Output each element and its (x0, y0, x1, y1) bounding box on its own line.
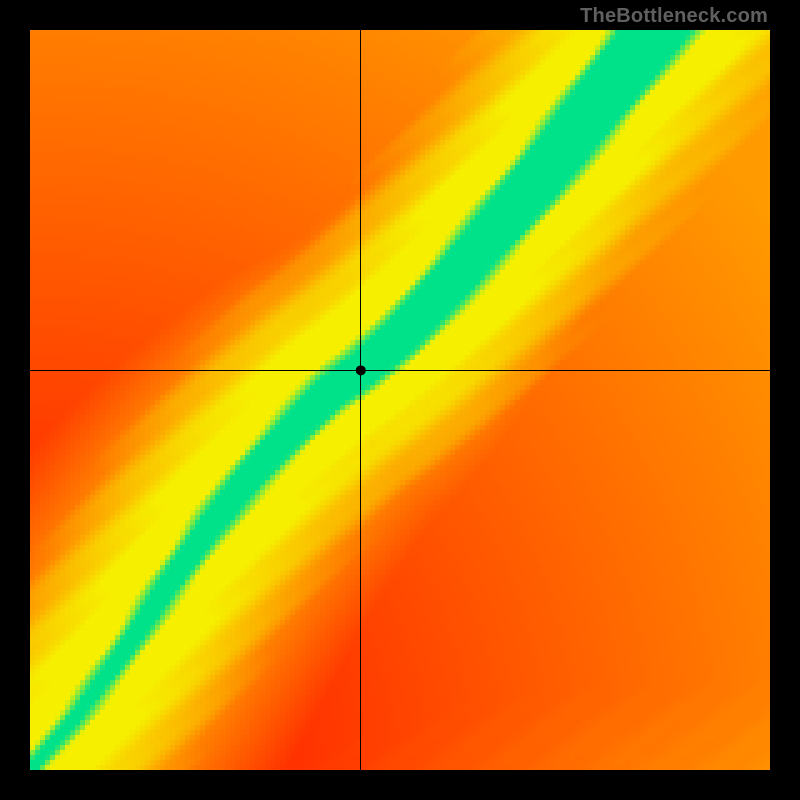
chart-frame: TheBottleneck.com (0, 0, 800, 800)
watermark-text: TheBottleneck.com (580, 5, 768, 28)
overlay-canvas (30, 30, 770, 770)
